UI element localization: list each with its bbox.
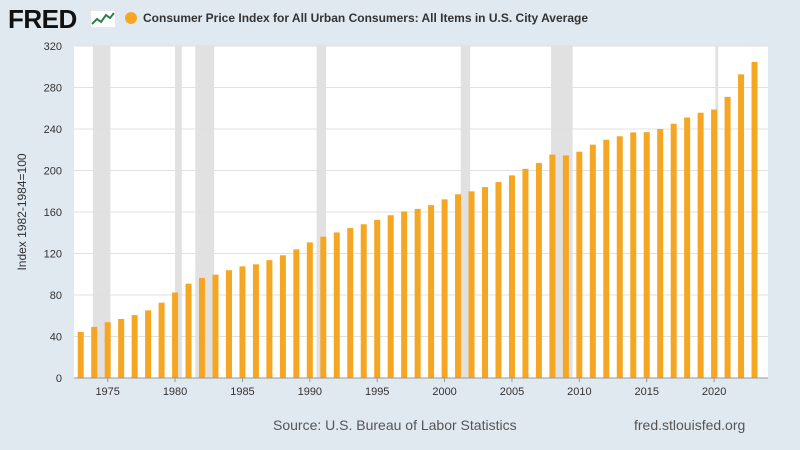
x-tick-label: 2015	[634, 386, 658, 398]
bar	[455, 194, 462, 378]
bar	[252, 264, 259, 378]
bar	[333, 232, 340, 378]
bar	[239, 266, 246, 378]
bar	[603, 139, 610, 378]
bar	[441, 199, 448, 378]
line-graph-icon	[90, 10, 116, 28]
bar	[724, 96, 731, 379]
legend-series-dot	[125, 12, 137, 24]
bar	[293, 249, 300, 378]
bar	[185, 283, 192, 378]
source-note: Source: U.S. Bureau of Labor Statistics	[273, 417, 517, 433]
bar	[212, 274, 219, 378]
y-tick-label: 160	[44, 207, 62, 219]
bar	[508, 175, 515, 378]
x-tick-label: 1980	[163, 386, 187, 398]
x-tick-label: 2000	[432, 386, 456, 398]
bar	[158, 302, 165, 378]
y-tick-label: 120	[44, 249, 62, 261]
bar	[118, 318, 125, 378]
bar	[428, 205, 435, 378]
chart-header: FRED Consumer Price Index for All Urban …	[0, 0, 800, 38]
y-tick-label: 0	[56, 373, 62, 385]
source-link[interactable]: fred.stlouisfed.org	[634, 417, 746, 433]
chart-title: Consumer Price Index for All Urban Consu…	[143, 11, 588, 25]
bar	[697, 112, 704, 379]
bar	[374, 219, 381, 378]
bar	[482, 187, 489, 378]
x-tick-label: 2020	[702, 386, 726, 398]
y-tick-label: 320	[44, 41, 62, 53]
x-tick-label: 1975	[95, 386, 119, 398]
bar	[104, 322, 111, 378]
bar	[711, 109, 718, 379]
bar	[145, 310, 152, 378]
bar	[630, 132, 637, 378]
bar	[495, 182, 502, 378]
bar	[670, 123, 677, 379]
bar	[401, 211, 408, 378]
bar	[522, 168, 529, 378]
bar	[616, 136, 623, 378]
bar	[751, 61, 758, 378]
cpi-bar-chart: 0 40 80 120 160 200 240 280 320 1975 1980 1985 1990 1…	[15, 41, 768, 398]
bar	[320, 236, 327, 378]
fred-logo[interactable]: FRED	[8, 4, 77, 34]
bar	[684, 117, 691, 378]
bar	[225, 270, 232, 378]
x-tick-label: 1995	[365, 386, 389, 398]
x-tick-label: 1985	[230, 386, 254, 398]
y-tick-label: 80	[50, 290, 62, 302]
bar	[279, 255, 286, 378]
y-tick-label: 280	[44, 83, 62, 95]
y-axis-label: Index 1982-1984=100	[15, 153, 29, 270]
bar	[576, 151, 583, 378]
bar	[91, 326, 98, 378]
bar	[738, 74, 745, 378]
bar	[266, 260, 273, 378]
x-tick-label: 2005	[500, 386, 524, 398]
bar	[306, 242, 313, 378]
bar	[199, 277, 206, 378]
bar	[535, 162, 542, 378]
bar	[562, 155, 569, 378]
bar	[387, 215, 394, 378]
bar	[131, 315, 138, 378]
x-tick-label: 1990	[298, 386, 322, 398]
bar	[549, 154, 556, 378]
bar	[360, 224, 367, 378]
bar	[468, 191, 475, 378]
y-tick-label: 200	[44, 166, 62, 178]
bar	[172, 292, 179, 378]
bar	[589, 144, 596, 378]
bar	[643, 132, 650, 378]
bar	[347, 228, 354, 378]
x-tick-label: 2010	[567, 386, 591, 398]
bar	[414, 208, 421, 378]
y-tick-label: 240	[44, 124, 62, 136]
bar	[77, 331, 84, 378]
bar	[657, 129, 664, 378]
y-tick-label: 40	[50, 332, 62, 344]
